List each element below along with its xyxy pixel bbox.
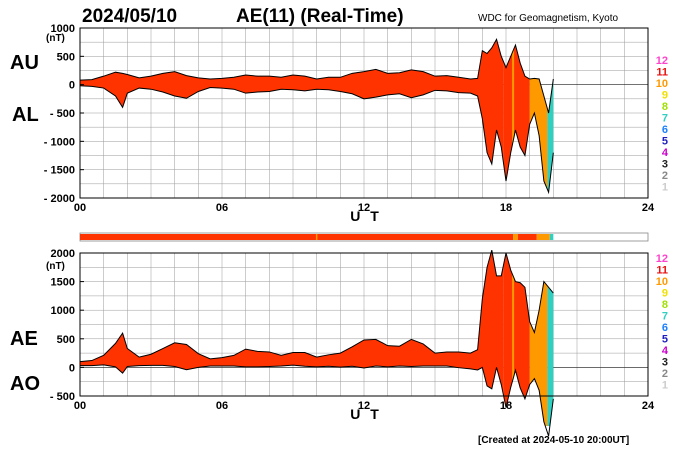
legend-item-9: 9: [662, 90, 668, 102]
x-tick-label: 24: [642, 202, 655, 214]
y-tick-label: 1000: [51, 23, 75, 35]
series-upper-line-au: [79, 38, 554, 114]
legend-item-12: 12: [656, 253, 668, 265]
x-tick-label: 18: [500, 202, 512, 214]
x-tick-label: 12: [358, 400, 370, 412]
y-tick-label: 1000: [51, 305, 75, 317]
legend-item-5: 5: [662, 136, 668, 148]
y-tick-label: - 1000: [44, 136, 75, 148]
x-tick-label: 12: [358, 202, 370, 214]
legend-item-11: 11: [656, 67, 668, 79]
ae-ao-x-axis-label: U T: [350, 406, 382, 422]
au-al-x-ticks: 00 06 12 18 24: [74, 202, 655, 214]
legend-item-4: 4: [662, 147, 669, 159]
x-tick-label: 18: [500, 400, 512, 412]
au-series-label: AU: [10, 52, 39, 74]
station-activity-strip: [79, 232, 649, 242]
credit-label: WDC for Geomagnetism, Kyoto: [478, 13, 618, 24]
y-tick-label: 0: [69, 80, 75, 92]
legend-item-10: 10: [656, 78, 668, 90]
ae-ao-y-ticks: 2000 1500 1000 500 0 - 500: [50, 248, 84, 403]
au-al-y-ticks: 1000 500 0 - 500 - 1000 - 1500 - 2000: [44, 23, 84, 205]
legend-item-10: 10: [656, 276, 668, 288]
legend-item-6: 6: [662, 124, 668, 136]
legend-item-11: 11: [656, 265, 668, 277]
legend-item-6: 6: [662, 322, 668, 334]
legend-item-1: 1: [662, 182, 668, 194]
legend-item-8: 8: [662, 101, 668, 113]
ao-series-label: AO: [10, 373, 40, 395]
y-tick-label: 500: [57, 51, 75, 63]
legend-item-1: 1: [662, 380, 668, 392]
x-tick-label: 24: [642, 400, 655, 412]
y-tick-label: 1500: [51, 277, 75, 289]
legend-item-3: 3: [662, 357, 668, 369]
legend-item-2: 2: [662, 368, 668, 380]
x-tick-label: 00: [74, 400, 86, 412]
activity-segment: [80, 234, 514, 240]
legend-item-8: 8: [662, 299, 668, 311]
series-fill-band: [547, 250, 554, 426]
y-tick-label: 0: [69, 362, 75, 374]
series-lower-line-ao: [80, 364, 554, 437]
created-timestamp: [Created at 2024-05-10 20:00UT]: [478, 435, 629, 446]
activity-segment: [549, 234, 554, 240]
legend-item-5: 5: [662, 334, 668, 346]
date-label: 2024/05/10: [82, 6, 177, 27]
activity-segment: [517, 234, 537, 240]
ae-series-label: AE: [10, 328, 38, 350]
legend-item-7: 7: [662, 113, 668, 125]
legend-item-2: 2: [662, 170, 668, 182]
y-tick-label: 500: [57, 334, 75, 346]
y-tick-label: - 2000: [44, 193, 75, 205]
ae-ao-x-ticks: 00 06 12 18 24: [74, 400, 655, 412]
y-tick-label: - 500: [50, 391, 75, 403]
legend-item-12: 12: [656, 55, 668, 67]
legend-item-3: 3: [662, 159, 668, 171]
x-tick-label: 06: [216, 400, 228, 412]
x-tick-label: 00: [74, 202, 86, 214]
activity-segment: [536, 234, 550, 240]
au-al-unit-label: (nT): [46, 33, 65, 44]
activity-segment: [513, 234, 518, 240]
legend-item-4: 4: [662, 345, 669, 357]
ae-ao-frame: [79, 252, 649, 397]
al-series-label: AL: [12, 104, 39, 126]
ae-ao-unit-label: (nT): [46, 261, 65, 272]
y-tick-label: - 500: [50, 108, 75, 120]
chart-title: AE(11) (Real-Time): [236, 6, 404, 27]
au-al-x-axis-label: U T: [350, 208, 382, 224]
legend-item-7: 7: [662, 311, 668, 323]
x-tick-label: 06: [216, 202, 228, 214]
series-fill-band: [547, 39, 554, 193]
series-upper-line-ae: [79, 250, 554, 363]
activity-strip-segments: [80, 234, 554, 240]
series-lower-line-al: [79, 85, 554, 195]
y-tick-label: - 1500: [44, 165, 75, 177]
y-tick-label: 2000: [51, 248, 75, 260]
legend-item-9: 9: [662, 288, 668, 300]
